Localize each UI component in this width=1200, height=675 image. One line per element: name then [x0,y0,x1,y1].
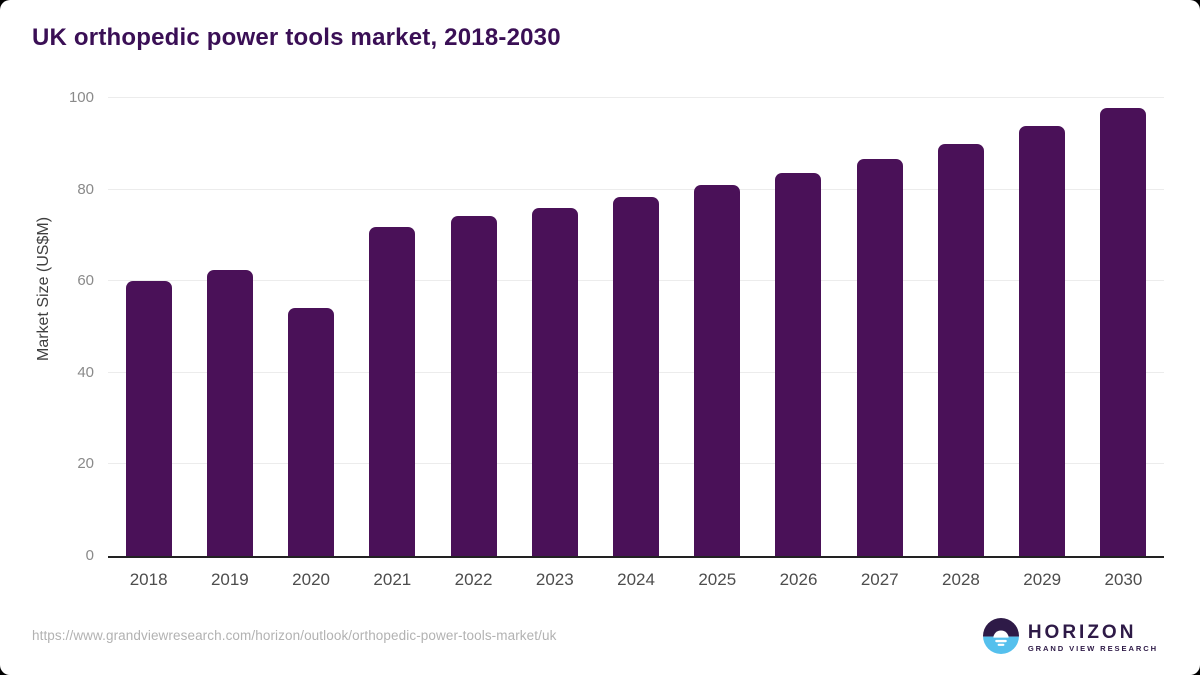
x-tick-label-2024: 2024 [617,570,655,589]
bar-2020 [288,307,335,556]
x-tick-label-2027: 2027 [860,570,899,589]
bar-2029 [1019,125,1066,556]
bar-slot-2022: 2022 [433,100,514,589]
logo-brand-name: HORIZON [1027,622,1137,643]
x-tick-label-2028: 2028 [942,570,980,589]
gridline-80 [108,188,1164,190]
x-tick-label-2025: 2025 [698,570,737,589]
bar-slot-2028: 2028 [920,100,1001,589]
y-tick-label-0: 0 [85,547,94,564]
x-tick-label-2030: 2030 [1104,570,1143,589]
x-tick-label-2019: 2019 [210,570,249,589]
horizon-logo: HORIZON GRAND VIEW RESEARCH [982,618,1158,659]
bar-2030 [1100,108,1147,556]
x-tick-label-2018: 2018 [129,570,168,589]
bar-2028 [937,143,984,556]
bar-slot-2021: 2021 [352,100,433,589]
bar-2018 [125,281,172,556]
bar-2023 [531,207,578,556]
bar-slot-2024: 2024 [595,100,676,589]
bar-slot-2023: 2023 [514,100,595,589]
bar-2024 [613,196,660,556]
x-tick-label-2023: 2023 [535,570,574,589]
horizon-logo-text: HORIZON GRAND VIEW RESEARCH [1028,623,1158,654]
bar-2025 [694,185,741,556]
bar-slot-2019: 2019 [189,100,270,589]
bars-row: 2018 2019 2020 2021 2022 2023 2024 2025 2026 2027… [108,100,1164,589]
bar-2026 [775,173,822,556]
source-url: https://www.grandviewresearch.com/horizo… [32,628,557,643]
bar-2019 [206,270,253,556]
y-tick-label-100: 100 [68,89,94,106]
bar-slot-2020: 2020 [270,100,351,589]
bar-2027 [856,158,903,556]
bar-slot-2030: 2030 [1083,100,1164,589]
bar-slot-2018: 2018 [108,100,189,589]
bar-slot-2026: 2026 [758,100,839,589]
x-tick-label-2026: 2026 [779,570,818,589]
y-tick-label-40: 40 [77,363,94,381]
bar-2022 [450,215,497,556]
y-tick-label-20: 20 [77,455,94,473]
x-tick-label-2022: 2022 [454,570,493,589]
horizon-logo-icon [982,618,1019,659]
bar-slot-2027: 2027 [839,100,920,589]
bar-slot-2025: 2025 [677,100,758,589]
y-tick-label-60: 60 [77,272,94,290]
y-axis-title: Market Size (US$M) [35,216,52,361]
bar-2021 [369,226,416,556]
gridline-100 [108,97,1164,98]
plot-area: 0 20 40 60 80 100 2018 2019 2020 2021 2022 2023 202… [69,89,1164,589]
y-tick-label-80: 80 [77,180,94,198]
logo-sub-brand: GRAND VIEW RESEARCH [1027,644,1158,653]
x-tick-label-2021: 2021 [373,570,412,589]
bar-slot-2029: 2029 [1002,100,1083,589]
x-tick-label-2020: 2020 [292,570,330,589]
x-tick-label-2029: 2029 [1023,570,1062,589]
chart-title: UK orthopedic power tools market, 2018-2… [32,24,561,51]
